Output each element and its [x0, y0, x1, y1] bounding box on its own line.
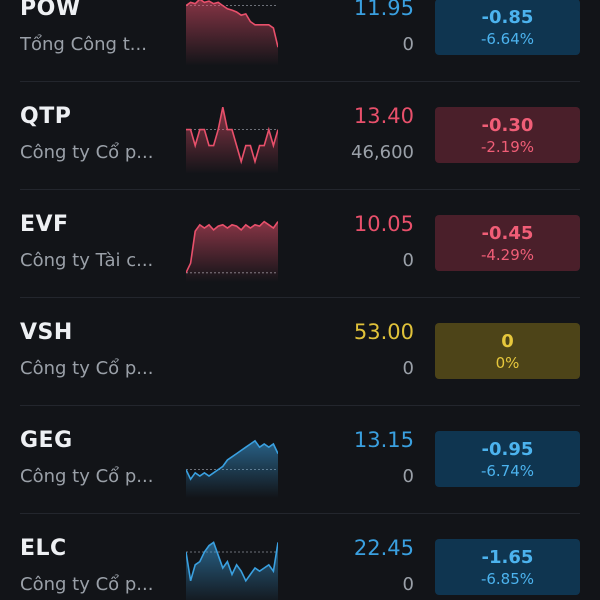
company-name: Công ty Cổ p...	[20, 142, 154, 163]
stock-symbol: ELC	[20, 536, 67, 561]
change-badge[interactable]: -0.45 -4.29%	[435, 215, 580, 271]
change-badge[interactable]: -1.65 -6.85%	[435, 539, 580, 595]
change-badge[interactable]: -0.30 -2.19%	[435, 107, 580, 163]
price-change: 0	[501, 331, 514, 352]
sparkline-area	[186, 0, 278, 66]
price-change-percent: 0%	[495, 354, 520, 372]
price-change: -0.30	[481, 115, 534, 136]
stock-row-pow[interactable]: POW Tổng Công t... 11.95 0 -0.85 -6.64%	[0, 0, 600, 82]
company-name: Công ty Cổ p...	[20, 574, 154, 595]
row-divider	[20, 513, 580, 514]
stock-price: 10.05	[353, 212, 414, 236]
stock-symbol: GEG	[20, 428, 73, 453]
stock-price: 13.40	[353, 104, 414, 128]
sparkline-chart	[186, 541, 278, 600]
stock-row-elc[interactable]: ELC Công ty Cổ p... 22.45 0 -1.65 -6.85%	[0, 514, 600, 600]
company-name: Công ty Cổ p...	[20, 466, 154, 487]
price-change: -1.65	[481, 547, 534, 568]
company-name: Công ty Tài c...	[20, 250, 154, 271]
stock-symbol: VSH	[20, 320, 73, 345]
sparkline-line	[186, 220, 278, 274]
sparkline-area	[186, 440, 278, 498]
stock-price: 53.00	[353, 320, 414, 344]
row-divider	[20, 189, 580, 190]
change-badge[interactable]: 0 0%	[435, 323, 580, 379]
stock-row-vsh[interactable]: VSH Công ty Cổ p... 53.00 0 0 0%	[0, 298, 600, 406]
sparkline-area	[186, 221, 278, 282]
company-name: Tổng Công t...	[20, 34, 147, 55]
stock-price: 22.45	[353, 536, 414, 560]
sparkline-line	[186, 439, 278, 481]
stock-symbol: EVF	[20, 212, 69, 237]
sparkline-area	[186, 542, 278, 600]
trade-volume: 0	[402, 250, 414, 271]
stock-row-evf[interactable]: EVF Công ty Tài c... 10.05 0 -0.45 -4.29…	[0, 190, 600, 298]
price-change-percent: -4.29%	[480, 246, 535, 264]
stock-symbol: QTP	[20, 104, 72, 129]
price-change: -0.85	[481, 7, 534, 28]
stock-price: 13.15	[353, 428, 414, 452]
sparkline-line	[186, 541, 278, 583]
trade-volume: 0	[402, 34, 414, 55]
sparkline-chart	[186, 439, 278, 498]
stock-row-qtp[interactable]: QTP Công ty Cổ p... 13.40 46,600 -0.30 -…	[0, 82, 600, 190]
sparkline-chart	[186, 220, 278, 282]
price-change: -0.95	[481, 439, 534, 460]
row-divider	[20, 81, 580, 82]
price-change: -0.45	[481, 223, 534, 244]
trade-volume: 0	[402, 466, 414, 487]
trade-volume: 0	[402, 358, 414, 379]
trade-volume: 46,600	[351, 142, 414, 163]
change-badge[interactable]: -0.95 -6.74%	[435, 431, 580, 487]
price-change-percent: -2.19%	[480, 138, 535, 156]
change-badge[interactable]: -0.85 -6.64%	[435, 0, 580, 55]
row-divider	[20, 405, 580, 406]
company-name: Công ty Cổ p...	[20, 358, 154, 379]
price-change-percent: -6.64%	[480, 30, 535, 48]
sparkline-area	[186, 107, 278, 174]
row-divider	[20, 297, 580, 298]
stock-symbol: POW	[20, 0, 81, 21]
sparkline-chart	[186, 0, 278, 66]
price-change-percent: -6.74%	[480, 462, 535, 480]
sparkline-line	[186, 107, 278, 165]
price-change-percent: -6.85%	[480, 570, 535, 588]
trade-volume: 0	[402, 574, 414, 595]
stock-row-geg[interactable]: GEG Công ty Cổ p... 13.15 0 -0.95 -6.74%	[0, 406, 600, 514]
sparkline-line	[186, 0, 278, 48]
sparkline-chart	[186, 107, 278, 174]
stock-price: 11.95	[353, 0, 414, 20]
